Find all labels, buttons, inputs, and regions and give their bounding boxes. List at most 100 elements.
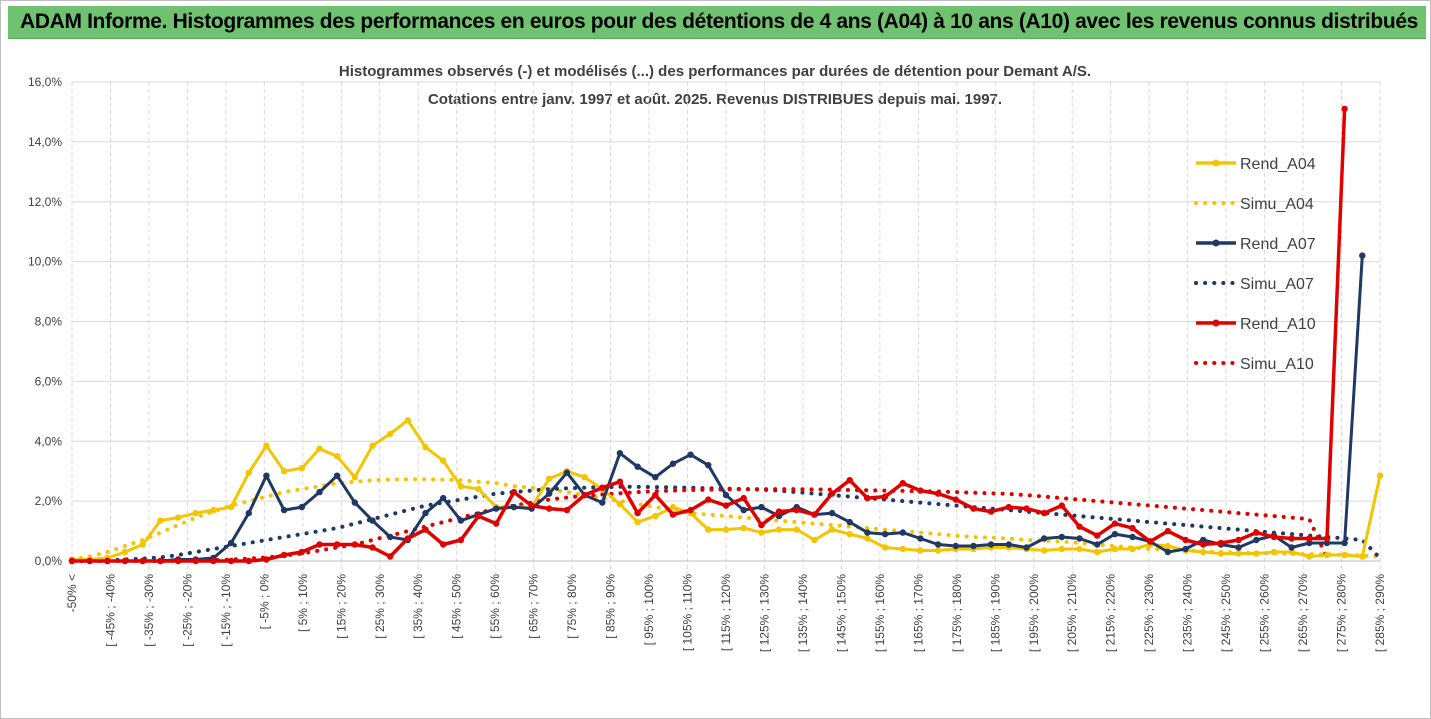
point-rend-a04	[440, 457, 447, 464]
series-rend-a10	[68, 105, 1348, 565]
point-rend-a07	[1182, 545, 1189, 553]
x-tick-label: [ -5% ; 0%	[257, 574, 271, 630]
point-rend-a07	[1041, 535, 1048, 542]
x-tick-label: [ 85% ; 90%	[604, 574, 618, 639]
point-rend-a07	[227, 539, 235, 547]
x-tick-label: [ 145% ; 150%	[834, 574, 848, 652]
point-rend-a04	[422, 444, 429, 451]
x-tick-label: [ 95% ; 100%	[642, 574, 656, 646]
point-rend-a04	[351, 474, 358, 481]
legend-marker	[1212, 239, 1220, 247]
point-rend-a07	[616, 450, 624, 457]
point-rend-a07	[758, 503, 765, 511]
point-rend-a10	[1147, 538, 1154, 545]
point-rend-a10	[280, 551, 288, 559]
point-rend-a10	[634, 509, 641, 517]
y-tick-label: 4,0%	[35, 434, 63, 448]
point-rend-a10	[369, 544, 376, 551]
series-group	[68, 105, 1384, 565]
point-rend-a10	[333, 541, 341, 548]
point-rend-a10	[1076, 523, 1083, 530]
x-tick-label: [ 5% ; 10%	[296, 574, 310, 632]
point-rend-a04	[758, 529, 765, 536]
point-rend-a07	[952, 542, 959, 550]
point-rend-a10	[174, 557, 182, 565]
point-rend-a07	[917, 535, 924, 542]
x-tick-label: [ 65% ; 70%	[527, 574, 541, 639]
legend-entry-rend-a10: Rend_A10	[1196, 316, 1316, 333]
report-title: ADAM Informe. Histogrammes des performan…	[20, 10, 1418, 33]
x-tick-label: [ 205% ; 210%	[1065, 574, 1079, 652]
legend-label: Simu_A07	[1240, 276, 1314, 293]
x-tick-label: [ 25% ; 30%	[373, 574, 387, 639]
point-rend-a04	[457, 483, 465, 490]
point-rend-a04	[793, 526, 800, 533]
y-axis: 0,0% 2,0% 4,0% 6,0% 8,0% 10,0% 12,0% 14,0% 16,0%	[28, 75, 62, 568]
x-tick-label: [ 245% ; 250%	[1219, 574, 1233, 652]
x-tick-label: [ 165% ; 170%	[911, 574, 925, 652]
legend-entry-simu-a10: Simu_A10	[1194, 356, 1314, 373]
x-axis: -50% < [ -45% ; -40% [ -35% ; -30% [ -25% ;…	[65, 560, 1387, 652]
point-rend-a04	[121, 548, 129, 556]
point-rend-a07	[387, 533, 394, 541]
point-rend-a07	[1306, 539, 1313, 547]
point-rend-a10	[316, 541, 323, 548]
x-tick-label: [ 255% ; 260%	[1258, 574, 1272, 652]
point-rend-a10	[457, 536, 465, 544]
point-rend-a04	[811, 536, 818, 544]
point-rend-a04	[1076, 545, 1083, 553]
point-rend-a10	[881, 493, 889, 500]
point-rend-a04	[1041, 547, 1048, 554]
point-rend-a04	[316, 445, 323, 452]
point-rend-a04	[1200, 548, 1207, 556]
point-rend-a10	[899, 480, 906, 487]
point-rend-a04	[546, 475, 553, 482]
legend-label: Rend_A10	[1240, 316, 1316, 333]
point-rend-a07	[740, 506, 747, 514]
point-rend-a07	[1235, 544, 1242, 551]
legend-entry-rend-a04: Rend_A04	[1196, 156, 1316, 173]
series-rend-a04	[68, 417, 1384, 563]
point-rend-a04	[846, 530, 853, 538]
legend-marker	[1212, 319, 1220, 327]
point-rend-a10	[687, 506, 694, 514]
line-simu-a07	[70, 484, 1382, 563]
point-rend-a07	[493, 505, 500, 512]
x-tick-label: [ 235% ; 240%	[1181, 574, 1195, 652]
point-rend-a04	[174, 514, 182, 521]
point-rend-a04	[1111, 545, 1119, 553]
point-rend-a10	[1023, 505, 1030, 512]
point-rend-a04	[280, 468, 288, 475]
point-rend-a04	[1129, 545, 1136, 553]
x-tick-label: [ 175% ; 180%	[950, 574, 964, 652]
point-rend-a10	[1323, 535, 1331, 542]
point-rend-a10	[970, 505, 977, 512]
x-tick-label: [ 215% ; 220%	[1104, 574, 1118, 652]
point-rend-a10	[1217, 539, 1225, 547]
point-rend-a04	[1288, 548, 1295, 556]
point-rend-a04	[387, 430, 394, 437]
point-rend-a04	[210, 506, 217, 514]
x-tick-label: [ 55% ; 60%	[488, 574, 502, 639]
point-rend-a10	[510, 488, 518, 496]
point-rend-a10	[652, 491, 659, 499]
point-rend-a10	[157, 557, 164, 565]
x-tick-label: [ 155% ; 160%	[873, 574, 887, 652]
point-rend-a07	[1359, 252, 1366, 259]
point-rend-a10	[139, 557, 146, 565]
point-rend-a07	[1058, 533, 1066, 541]
point-rend-a04	[581, 474, 588, 481]
point-rend-a07	[1341, 539, 1348, 547]
series-simu-a07	[70, 484, 1382, 563]
y-tick-label: 6,0%	[35, 374, 63, 388]
point-rend-a10	[387, 553, 394, 560]
point-rend-a10	[1058, 502, 1066, 509]
point-rend-a07	[722, 491, 730, 499]
y-tick-label: 8,0%	[35, 315, 63, 329]
point-rend-a10	[599, 484, 606, 491]
gridlines	[71, 81, 1381, 573]
legend-entry-simu-a07: Simu_A07	[1194, 276, 1314, 293]
x-tick-label: [ -25% ; -20%	[180, 574, 194, 647]
